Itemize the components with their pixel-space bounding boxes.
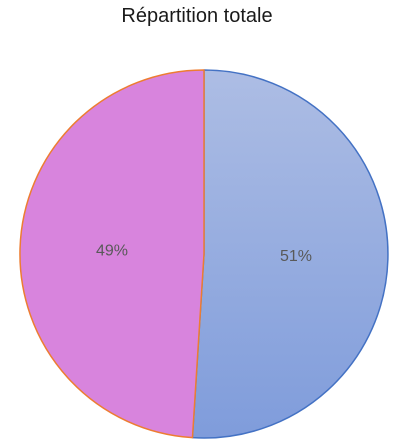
- slice-label-1: 49%: [96, 242, 128, 259]
- pie-slice-0: [191, 69, 389, 439]
- chart-title: Répartition totale: [121, 5, 273, 27]
- labels-layer: 51% 49%: [96, 242, 312, 265]
- pie-slice-1: [19, 69, 205, 439]
- slice-label-0: 51%: [280, 248, 312, 265]
- slices-layer: [19, 69, 389, 439]
